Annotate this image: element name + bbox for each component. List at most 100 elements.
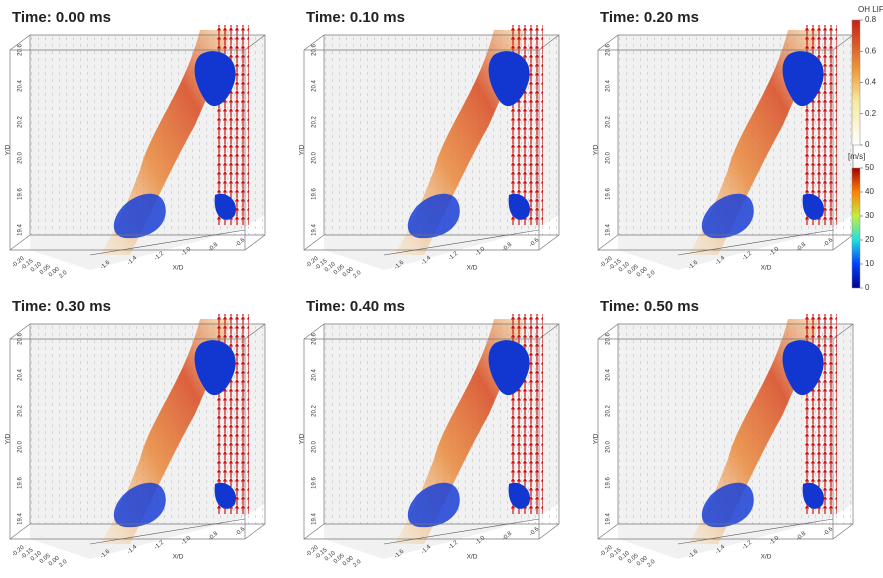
- x-tick-label: -0.6: [822, 526, 834, 538]
- y-axis-label: Y/D: [5, 144, 12, 155]
- colorbar-tick-label: 40: [865, 187, 874, 196]
- x-axis-label: X/D: [467, 265, 478, 272]
- y-tick-label: 20.4: [606, 369, 612, 381]
- y-tick-label: 20.2: [312, 116, 318, 128]
- y-tick-label: 20.4: [18, 369, 24, 381]
- x-tick-label: -1.0: [768, 246, 780, 258]
- y-axis-label: Y/D: [593, 144, 600, 155]
- x-tick-label: -1.2: [153, 250, 165, 262]
- z-tick-label: 2.0: [646, 270, 657, 280]
- x-tick-label: -0.8: [795, 530, 807, 542]
- colorbar-label: [m/s]: [848, 152, 865, 161]
- y-tick-label: 20.6: [312, 44, 318, 56]
- x-tick-label: -1.4: [126, 255, 138, 267]
- y-tick-label: 19.4: [18, 224, 24, 236]
- panel: Time: 0.00 ms Y/D 20.6 20.4 20.2 20.0 19.6 19.4…: [5, 9, 266, 280]
- colorbar: [851, 167, 861, 289]
- panel: Time: 0.40 ms Y/D 20.6 20.4 20.2 20.0 19.6 19.4…: [299, 298, 560, 569]
- z-tick-label: 2.0: [352, 270, 363, 280]
- x-tick-label: -1.6: [687, 548, 699, 560]
- y-tick-label: 20.4: [312, 80, 318, 92]
- y-axis-label: Y/D: [593, 433, 600, 444]
- y-tick-label: 20.2: [312, 405, 318, 417]
- x-tick-label: -1.6: [99, 259, 111, 271]
- x-tick-label: -0.8: [207, 241, 219, 253]
- y-tick-label: 19.6: [606, 188, 612, 200]
- colorbar-tick-label: 10: [865, 259, 874, 268]
- x-tick-label: -1.4: [714, 255, 726, 267]
- x-tick-label: -1.2: [447, 539, 459, 551]
- y-tick-label: 19.4: [18, 513, 24, 525]
- x-tick-label: -1.2: [741, 250, 753, 262]
- y-tick-label: 19.6: [606, 477, 612, 489]
- x-tick-label: -1.4: [714, 544, 726, 556]
- x-axis-label: X/D: [173, 265, 184, 272]
- colorbar-tick-label: 20: [865, 235, 874, 244]
- colorbar-tick-label: 0.6: [865, 46, 877, 55]
- y-tick-label: 20.4: [18, 80, 24, 92]
- x-tick-label: -0.6: [234, 237, 246, 249]
- y-tick-label: 20.4: [606, 80, 612, 92]
- y-tick-label: 19.6: [312, 188, 318, 200]
- y-tick-label: 20.0: [606, 441, 612, 453]
- y-tick-label: 20.2: [18, 405, 24, 417]
- x-tick-label: -1.6: [99, 548, 111, 560]
- scene-render: [597, 313, 854, 560]
- colorbar-tick-label: 30: [865, 211, 874, 220]
- y-tick-label: 20.0: [18, 152, 24, 164]
- scene-render: [597, 24, 854, 271]
- panel-title: Time: 0.50 ms: [600, 298, 699, 315]
- x-tick-label: -1.4: [420, 255, 432, 267]
- y-tick-label: 20.6: [606, 44, 612, 56]
- panel-title: Time: 0.10 ms: [306, 9, 405, 26]
- y-tick-label: 20.6: [606, 333, 612, 345]
- x-tick-label: -0.8: [207, 530, 219, 542]
- colorbar-tick-label: 50: [865, 163, 874, 172]
- scene-render: [9, 24, 266, 271]
- x-tick-label: -1.2: [153, 539, 165, 551]
- y-tick-label: 20.0: [312, 441, 318, 453]
- y-tick-label: 20.0: [312, 152, 318, 164]
- x-tick-label: -1.2: [447, 250, 459, 262]
- y-tick-label: 20.6: [18, 44, 24, 56]
- y-tick-label: 20.6: [18, 333, 24, 345]
- y-tick-label: 20.0: [18, 441, 24, 453]
- y-tick-label: 20.2: [606, 116, 612, 128]
- y-tick-label: 19.4: [606, 513, 612, 525]
- x-tick-label: -1.0: [180, 246, 192, 258]
- colorbar-tick-label: 0: [865, 140, 870, 149]
- y-tick-label: 19.6: [18, 477, 24, 489]
- x-tick-label: -1.4: [420, 544, 432, 556]
- z-tick-label: 2.0: [58, 270, 69, 280]
- panel-title: Time: 0.40 ms: [306, 298, 405, 315]
- z-tick-label: 2.0: [352, 559, 363, 569]
- x-tick-label: -1.6: [393, 259, 405, 271]
- y-axis-label: Y/D: [299, 433, 306, 444]
- x-tick-label: -1.0: [768, 535, 780, 547]
- panel-title: Time: 0.30 ms: [12, 298, 111, 315]
- y-tick-label: 19.6: [312, 477, 318, 489]
- y-tick-label: 19.4: [312, 513, 318, 525]
- panel: Time: 0.10 ms Y/D 20.6 20.4 20.2 20.0 19.6 19.4…: [299, 9, 560, 280]
- colorbar-label: OH LIF: [858, 5, 883, 14]
- colorbar: [851, 19, 861, 146]
- x-tick-label: -0.8: [501, 241, 513, 253]
- scene-render: [303, 24, 560, 271]
- y-tick-label: 20.4: [312, 369, 318, 381]
- y-tick-label: 19.6: [18, 188, 24, 200]
- x-axis-label: X/D: [761, 265, 772, 272]
- x-axis-label: X/D: [761, 554, 772, 561]
- y-tick-label: 19.4: [606, 224, 612, 236]
- y-tick-label: 20.2: [18, 116, 24, 128]
- x-axis-label: X/D: [467, 554, 478, 561]
- x-axis-label: X/D: [173, 554, 184, 561]
- panel: Time: 0.20 ms Y/D 20.6 20.4 20.2 20.0 19.6 19.4…: [593, 9, 854, 280]
- y-axis-label: Y/D: [5, 433, 12, 444]
- y-tick-label: 20.0: [606, 152, 612, 164]
- panel-title: Time: 0.00 ms: [12, 9, 111, 26]
- panel: Time: 0.50 ms Y/D 20.6 20.4 20.2 20.0 19.6 19.4…: [593, 298, 854, 569]
- y-tick-label: 19.4: [312, 224, 318, 236]
- x-tick-label: -0.6: [822, 237, 834, 249]
- panel-title: Time: 0.20 ms: [600, 9, 699, 26]
